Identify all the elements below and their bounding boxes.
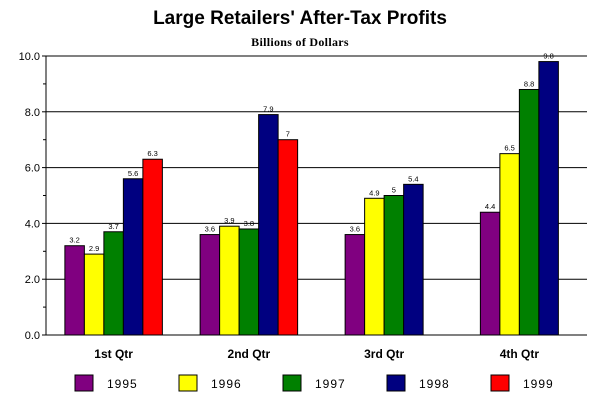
bar-1995-2nd-qtr — [199, 234, 221, 336]
bar-1998-3rd-qtr — [403, 183, 424, 336]
legend-label-1999: 1999 — [523, 377, 554, 391]
data-label: 3.2 — [69, 236, 79, 245]
bar-1995-1st-qtr — [64, 245, 85, 336]
x-tick-label: 3rd Qtr — [364, 347, 404, 361]
bars — [64, 61, 559, 336]
data-label: 5 — [392, 186, 396, 195]
y-tick-label: 2.0 — [25, 274, 40, 286]
legend-swatch-1999 — [490, 374, 510, 392]
legend-label-1997: 1997 — [315, 377, 346, 391]
y-tick-label: 8.0 — [25, 107, 40, 119]
bar-1998-4th-qtr — [538, 61, 559, 336]
legend-label-1998: 1998 — [419, 377, 450, 391]
y-tick-label: 6.0 — [25, 163, 40, 175]
bar-1996-2nd-qtr — [219, 225, 240, 336]
legend-swatch-1995 — [74, 374, 94, 392]
data-label: 9.8 — [543, 52, 553, 61]
data-label: 6.5 — [504, 144, 514, 153]
legend-swatch-1998 — [386, 374, 406, 392]
data-label: 4.4 — [485, 202, 495, 211]
bar-1999-2nd-qtr — [277, 139, 299, 336]
legend-swatch-1996 — [178, 374, 198, 392]
bar-1997-2nd-qtr — [238, 228, 260, 336]
bar-1997-4th-qtr — [518, 88, 540, 336]
x-tick-label: 4th Qtr — [500, 347, 540, 361]
data-label: 3.6 — [350, 225, 360, 234]
y-tick-label: 0.0 — [25, 330, 40, 342]
data-label: 3.9 — [224, 216, 234, 225]
x-tick-label: 1st Qtr — [94, 347, 133, 361]
bar-1996-3rd-qtr — [364, 197, 385, 336]
bar-1999-1st-qtr — [142, 158, 163, 336]
legend: 1995 1996 1997 1998 1999 — [74, 374, 554, 392]
bar-1998-2nd-qtr — [258, 114, 279, 336]
legend-label-1996: 1996 — [211, 377, 242, 391]
data-label: 5.4 — [408, 174, 418, 183]
bar-1995-4th-qtr — [479, 211, 501, 336]
data-label: 7.9 — [263, 105, 273, 114]
data-label: 7 — [286, 130, 290, 139]
bar-1995-3rd-qtr — [344, 234, 366, 336]
data-label: 4.9 — [369, 188, 379, 197]
data-label: 6.3 — [147, 149, 157, 158]
x-tick-label: 2nd Qtr — [228, 347, 271, 361]
y-axis: 0.0 2.0 4.0 6.0 8.0 10.0 — [19, 51, 47, 342]
bar-1997-1st-qtr — [103, 231, 124, 336]
bar-1998-1st-qtr — [122, 178, 144, 336]
y-tick-label: 10.0 — [19, 51, 40, 63]
data-label: 3.8 — [244, 219, 254, 228]
bar-1996-4th-qtr — [499, 153, 520, 336]
data-label: 3.7 — [108, 222, 118, 231]
data-label: 5.6 — [128, 169, 138, 178]
legend-swatch-1997 — [282, 374, 302, 392]
bar-1997-3rd-qtr — [383, 195, 405, 336]
data-labels: 3.2 2.9 3.7 5.6 6.3 3.6 3.9 3.8 7.9 7 3.6 4.9 5 5.4 4.… — [69, 52, 553, 254]
chart-title: Large Retailers' After-Tax Profits — [153, 8, 447, 29]
chart-subtitle: Billions of Dollars — [251, 35, 349, 49]
y-tick-label: 4.0 — [25, 218, 40, 230]
bar-1996-1st-qtr — [83, 253, 105, 336]
data-label: 3.6 — [205, 225, 215, 234]
data-label: 8.8 — [524, 79, 534, 88]
legend-label-1995: 1995 — [107, 377, 138, 391]
data-label: 2.9 — [89, 244, 99, 253]
x-axis: 1st Qtr 2nd Qtr 3rd Qtr 4th Qtr — [46, 334, 587, 361]
